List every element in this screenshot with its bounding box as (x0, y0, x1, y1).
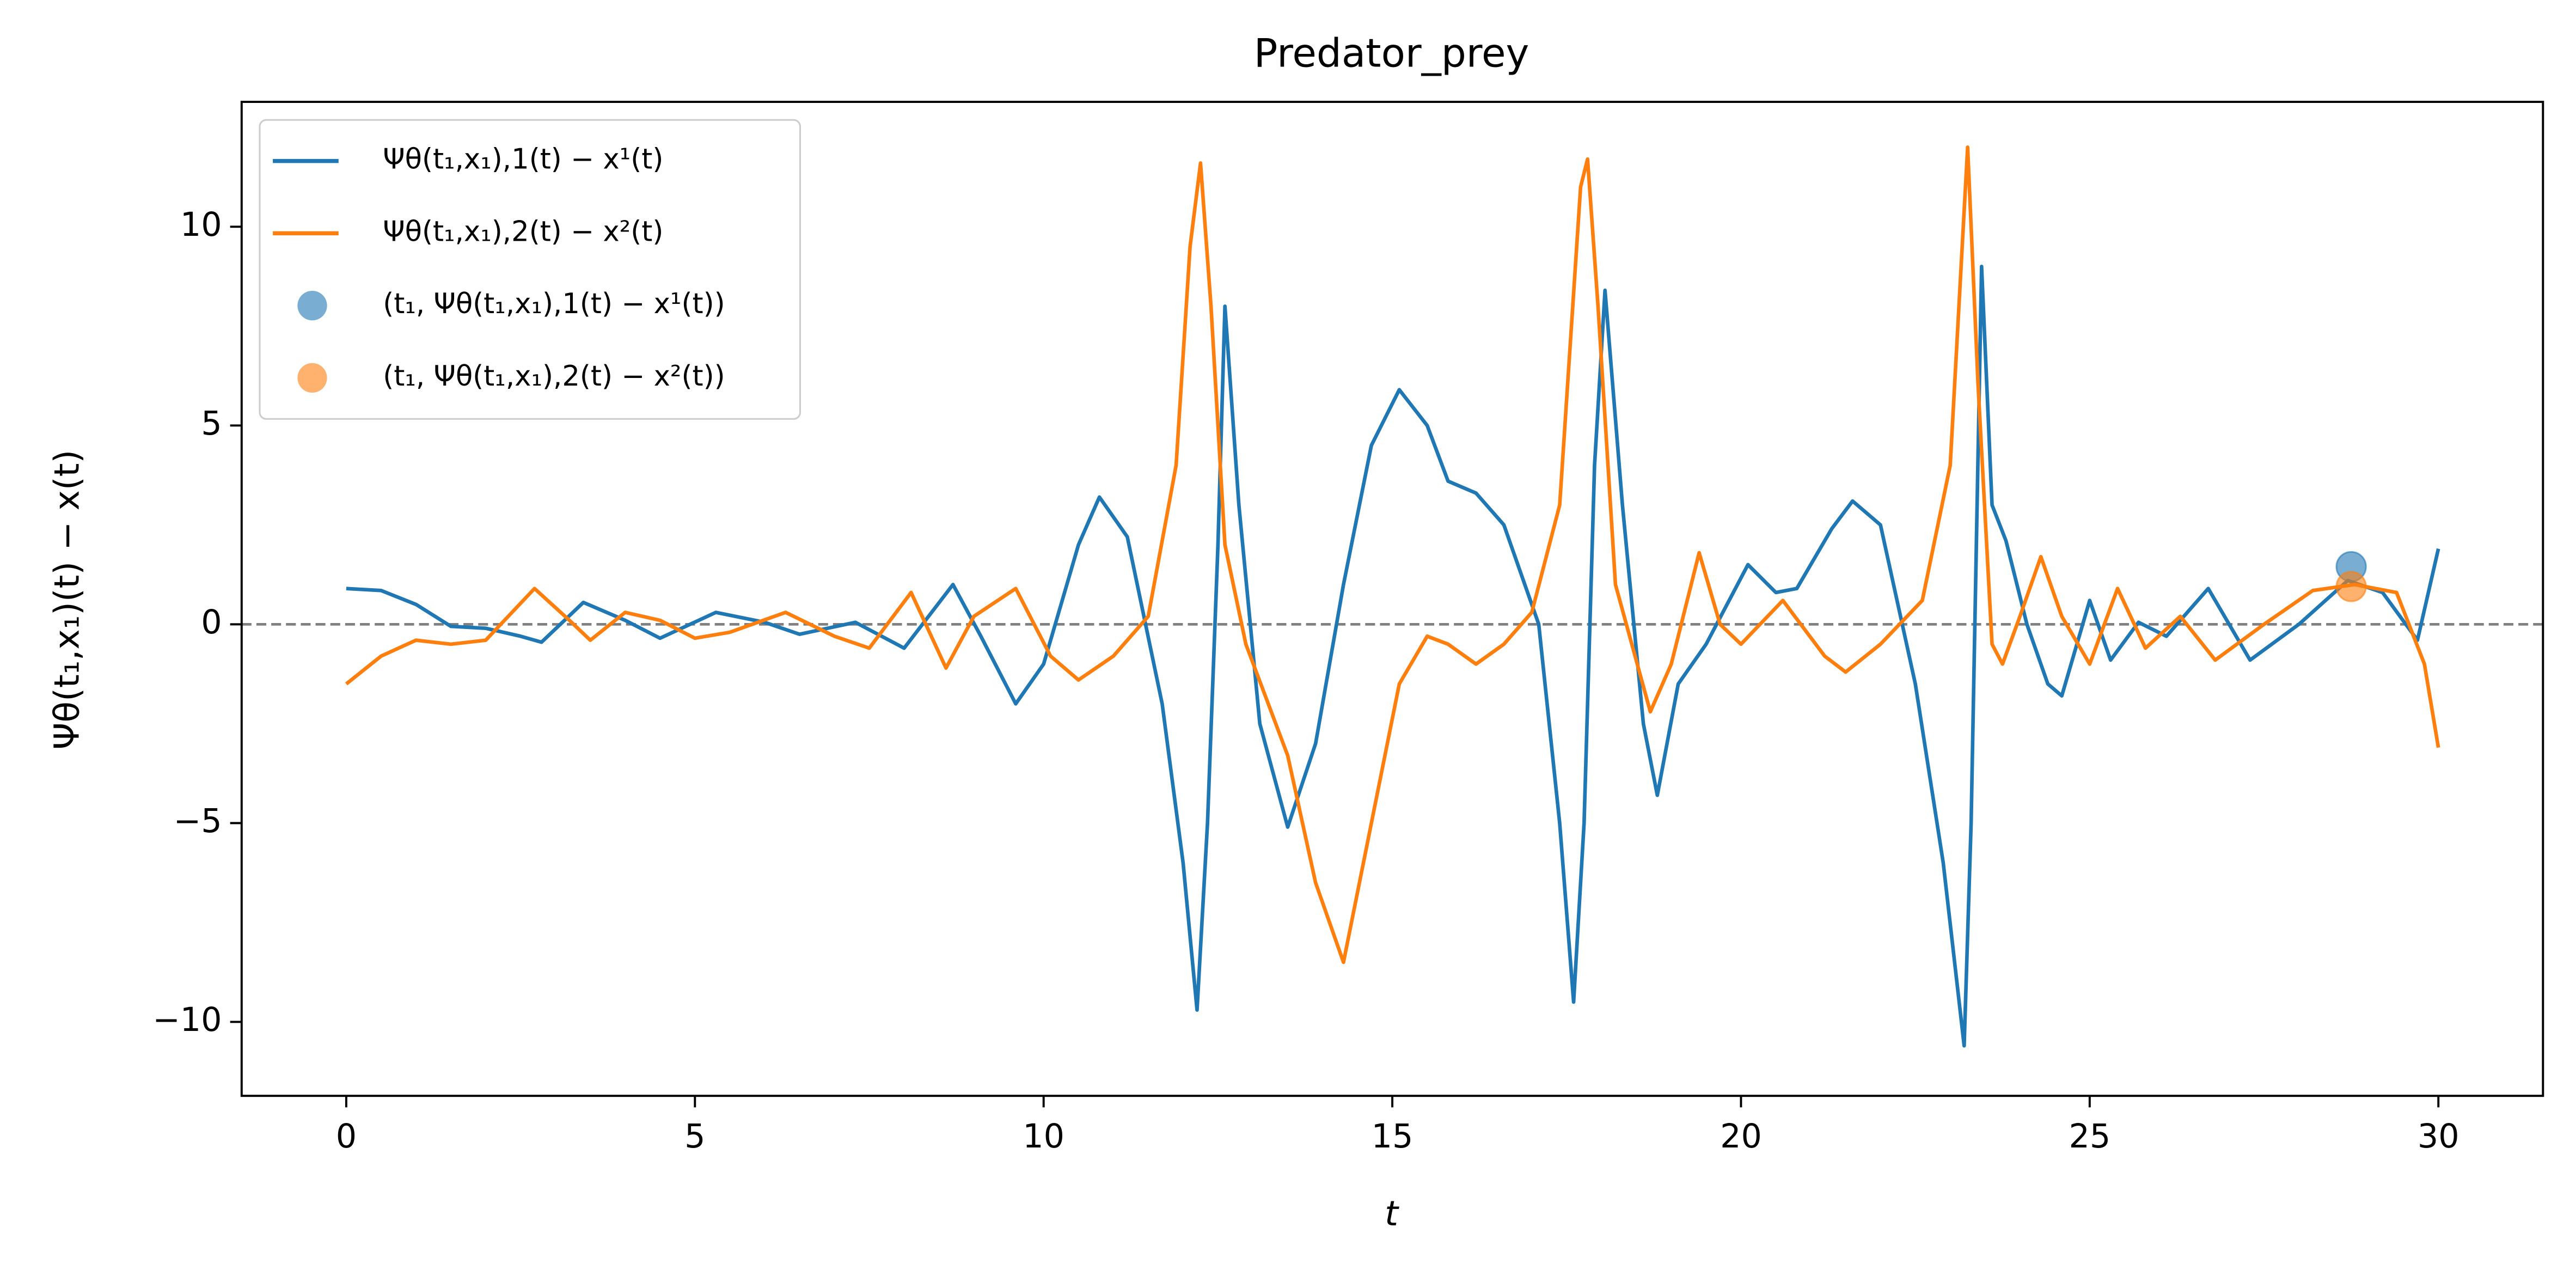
y-axis-label: Ψθ(t₁,x₁)(t) − x(t) (47, 450, 87, 750)
legend-marker (297, 290, 327, 321)
y-tick-label: 0 (201, 603, 222, 642)
chart-title: Predator_prey (1254, 31, 1529, 77)
x-tick-label: 10 (1023, 1118, 1064, 1156)
y-tick-label: 5 (201, 405, 222, 443)
legend-label: Ψθ(t₁,x₁),1(t) − x¹(t) (383, 143, 663, 176)
y-tick-label: −5 (174, 802, 222, 840)
point (2335, 571, 2367, 602)
x-tick-label: 20 (1720, 1118, 1762, 1156)
legend-label: (t₁, Ψθ(t₁,x₁),1(t) − x¹(t)) (383, 288, 725, 320)
legend-box (259, 119, 801, 420)
x-tick-label: 5 (684, 1118, 705, 1156)
x-tick-label: 15 (1372, 1118, 1414, 1156)
x-tick-label: 30 (2418, 1118, 2459, 1156)
legend-label: (t₁, Ψθ(t₁,x₁),2(t) − x²(t)) (383, 360, 725, 393)
y-tick-label: 10 (180, 206, 222, 244)
x-axis-label: t (1385, 1193, 1399, 1234)
series-line (345, 145, 2440, 964)
x-tick-label: 0 (336, 1118, 357, 1156)
series-line (346, 264, 2440, 1048)
legend-label: Ψθ(t₁,x₁),2(t) − x²(t) (383, 215, 663, 248)
y-tick-label: −10 (152, 1001, 222, 1039)
x-tick-label: 25 (2069, 1118, 2110, 1156)
plot-frame (240, 101, 2544, 1097)
legend-marker (297, 363, 327, 393)
